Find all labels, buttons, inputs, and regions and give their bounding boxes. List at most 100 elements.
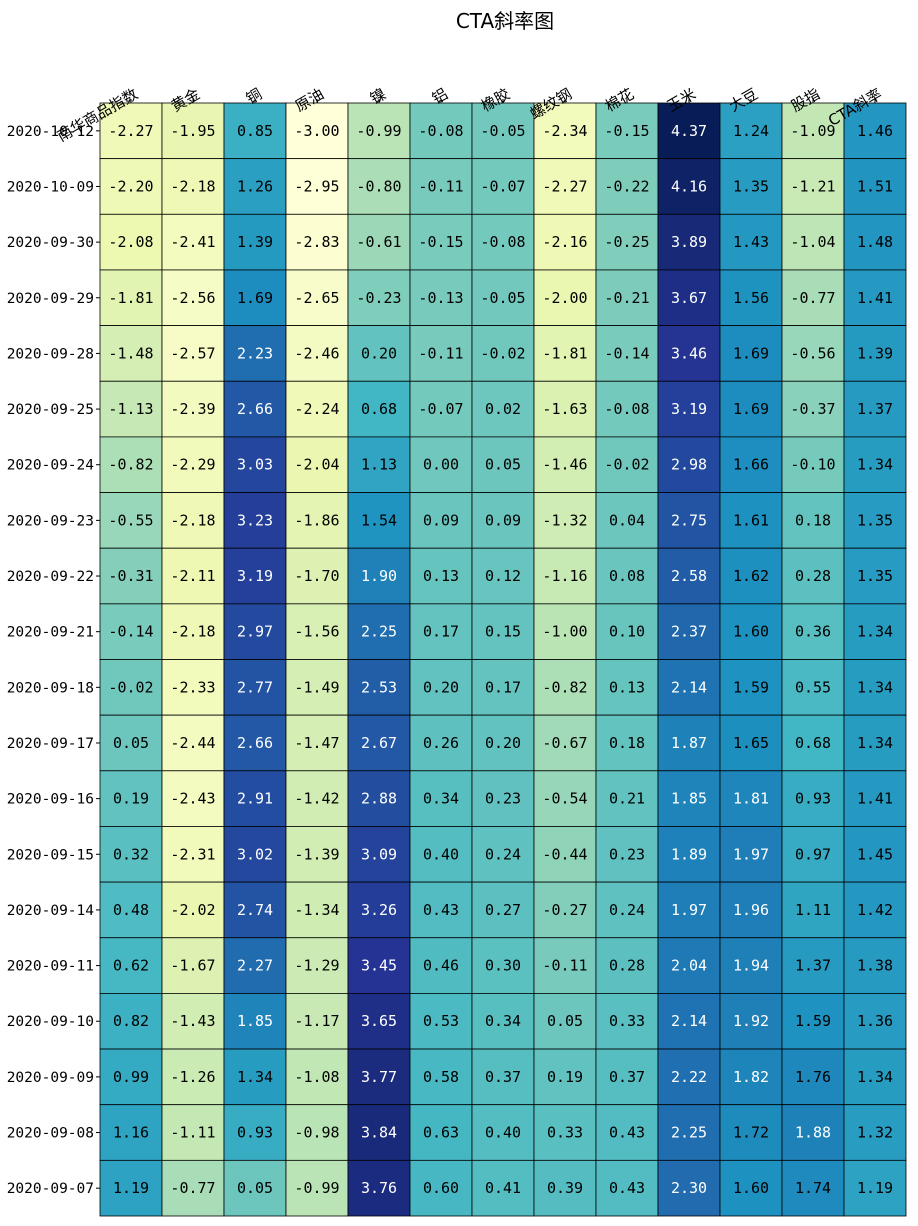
cell-value-label: 0.13 [609,678,645,696]
cell-value-label: 1.34 [857,1068,893,1086]
cell-value-label: 0.33 [547,1124,583,1142]
cell-value-label: -0.77 [170,1179,215,1197]
cell-value-label: 1.39 [237,233,273,251]
heatmap-cell [657,603,721,660]
heatmap-cell [719,269,783,327]
heatmap-cell [595,436,659,493]
cell-value-label: 1.34 [857,456,893,474]
cell-value-label: 0.23 [609,845,645,863]
heatmap-cell [223,213,287,271]
heatmap-cell [471,770,535,827]
heatmap-cell [99,770,163,827]
heatmap-cell [843,826,907,883]
cell-value-label: -2.31 [170,845,215,863]
heatmap-cell [533,269,597,327]
cell-value-label: -2.16 [542,233,587,251]
cell-value-label: 2.98 [671,456,707,474]
cell-value-label: 3.23 [237,511,273,529]
row-label: 2020-09-08 [7,1126,94,1142]
cell-value-label: 0.15 [485,623,521,641]
cell-value-label: 0.32 [113,845,149,863]
heatmap-cell [285,325,349,382]
cell-value-label: -0.08 [418,122,463,140]
heatmap-cell [223,993,287,1050]
cell-value-label: -2.27 [108,122,153,140]
cell-value-label: 0.34 [485,1012,521,1030]
heatmap-cell [409,492,473,549]
heatmap-cell [533,492,597,549]
heatmap-cell [285,436,349,493]
heatmap-cell [409,269,473,327]
cell-value-label: 0.36 [795,623,831,641]
heatmap-cell [223,380,287,438]
heatmap-cell [533,993,597,1050]
cell-value-label: 0.93 [237,1124,273,1142]
cell-value-label: -2.00 [542,289,587,307]
cell-value-label: -1.67 [170,957,215,975]
cell-value-label: -2.43 [170,790,215,808]
row-label: 2020-09-30 [7,235,94,251]
heatmap-cell [409,826,473,883]
heatmap-cell [595,269,659,327]
cell-value-label: 1.16 [113,1124,149,1142]
cell-value-label: 1.59 [733,678,769,696]
heatmap-cell [843,325,907,382]
heatmap-cell [347,436,411,493]
heatmap-cell [595,1048,659,1106]
heatmap-cell [781,380,845,438]
heatmap-cell [719,1159,783,1217]
heatmap-cell [223,436,287,493]
heatmap-cell [719,937,783,994]
cell-value-label: -0.15 [604,122,649,140]
heatmap-cell [781,1104,845,1161]
cell-value-label: 2.58 [671,567,707,585]
cell-value-label: 1.85 [237,1012,273,1030]
heatmap-cell [719,547,783,605]
heatmap-cell [99,547,163,605]
cell-value-label: 3.19 [671,400,707,418]
cell-value-label: -3.00 [294,122,339,140]
cell-value-label: 1.82 [733,1068,769,1086]
cell-value-label: -1.63 [542,400,587,418]
cell-value-label: 3.03 [237,456,273,474]
cell-value-label: 1.69 [733,344,769,362]
cell-value-label: 0.20 [423,678,459,696]
cell-value-label: -0.07 [418,400,463,418]
cell-value-label: -0.99 [356,122,401,140]
heatmap-cell [409,770,473,827]
cell-value-label: 2.25 [361,623,397,641]
cell-value-label: -0.07 [480,177,525,195]
heatmap-cell [595,158,659,215]
cell-value-label: 0.28 [609,957,645,975]
heatmap-cell [657,102,721,160]
heatmap-cell [781,603,845,660]
cell-value-label: 1.13 [361,456,397,474]
cell-value-label: -2.65 [294,289,339,307]
heatmap-cell [657,213,721,271]
cell-value-label: 1.85 [671,790,707,808]
cell-value-label: 1.97 [671,901,707,919]
cell-value-label: 0.02 [485,400,521,418]
cell-value-label: 0.09 [423,511,459,529]
cell-value-label: -2.46 [294,344,339,362]
cell-value-label: -0.02 [480,344,525,362]
cell-value-label: 3.02 [237,845,273,863]
heatmap-cell [781,325,845,382]
cell-value-label: 0.63 [423,1124,459,1142]
heatmap-cell [161,993,225,1050]
row-label: 2020-09-16 [7,792,94,808]
cell-value-label: 0.20 [361,344,397,362]
heatmap-cell [161,102,225,160]
cell-value-label: -0.82 [542,678,587,696]
cell-value-label: -1.00 [542,623,587,641]
heatmap-cell [161,213,225,271]
cell-value-label: 0.58 [423,1068,459,1086]
cell-value-label: 1.65 [733,734,769,752]
heatmap-cell [285,547,349,605]
heatmap-cell [533,380,597,438]
heatmap-cell [595,881,659,939]
heatmap-cell [781,881,845,939]
heatmap-cell [595,603,659,660]
heatmap-cell [161,659,225,716]
